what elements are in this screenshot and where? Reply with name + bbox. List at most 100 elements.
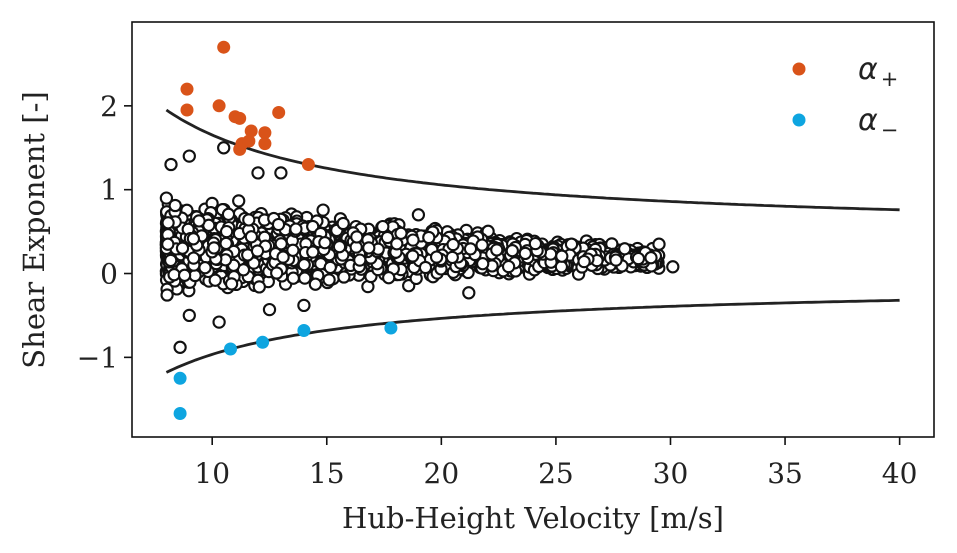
measurement-point — [445, 250, 459, 265]
measurement-point — [262, 302, 277, 317]
measurement-point — [490, 243, 504, 257]
x-tick-label: 15 — [309, 457, 345, 490]
legend-subscript: − — [881, 118, 899, 142]
measurement-point — [555, 249, 569, 263]
y-tick-label: 2 — [100, 90, 118, 123]
measurement-point — [198, 261, 212, 275]
outlier-points — [173, 40, 398, 420]
measurement-point — [429, 250, 444, 264]
measurement-point — [476, 257, 490, 271]
measurement-point — [446, 237, 460, 252]
bound-curves — [165, 108, 900, 374]
measurement-point — [186, 232, 201, 246]
alpha_minus-point — [297, 324, 311, 337]
y-axis-ticks: −1 0 1 2 — [77, 90, 132, 374]
legend-subscript: + — [881, 67, 899, 91]
x-tick-label: 10 — [194, 457, 230, 490]
measurement-point — [271, 217, 286, 232]
measurement-point — [186, 251, 201, 265]
alpha_plus-point — [301, 158, 315, 171]
x-tick-label: 40 — [882, 457, 918, 490]
x-tick-label: 35 — [767, 457, 803, 490]
measurement-point — [528, 236, 543, 251]
measurement-point — [336, 216, 350, 231]
alpha_minus-point — [173, 371, 187, 385]
measurement-point — [350, 230, 364, 244]
measurement-point — [164, 157, 178, 172]
measurement-point — [505, 244, 519, 258]
measurement-point — [208, 273, 222, 287]
measurement-point — [422, 230, 436, 245]
alpha_plus-point — [180, 103, 194, 117]
x-tick-label: 20 — [424, 457, 460, 490]
alpha_plus-point — [233, 111, 247, 125]
measurement-point — [207, 241, 221, 255]
measurement-point — [316, 203, 330, 217]
lower-bound-curve — [165, 298, 900, 374]
measurement-point — [244, 230, 259, 244]
measurement-point — [173, 340, 187, 354]
measurement-point — [618, 242, 632, 256]
alpha_plus-point — [242, 134, 256, 148]
measurement-point — [289, 222, 303, 236]
measurement-point — [306, 245, 320, 259]
measurement-point — [182, 308, 196, 323]
measurement-point — [666, 260, 680, 274]
measurement-point — [462, 286, 476, 300]
measurement-point — [390, 237, 404, 251]
measurement-point — [168, 198, 182, 213]
measurement-point — [219, 224, 234, 239]
alpha_minus-point — [224, 342, 237, 356]
alpha_plus-point — [272, 106, 286, 119]
x-tick-label: 25 — [538, 457, 574, 490]
alpha_minus-point — [384, 321, 398, 335]
measurement-point — [554, 260, 569, 274]
measurement-point — [274, 237, 288, 251]
measurement-point — [332, 240, 347, 254]
measurement-point — [631, 251, 646, 266]
measurement-point — [337, 270, 351, 284]
y-axis-label: Shear Exponent [-] — [17, 91, 51, 368]
alpha_plus-point — [180, 82, 194, 96]
measurement-point — [353, 253, 367, 267]
measurement-point — [652, 237, 666, 251]
measurement-cloud — [159, 141, 680, 354]
measurement-point — [212, 315, 226, 329]
measurement-point — [406, 249, 420, 263]
alpha_plus-point — [258, 126, 272, 140]
legend-marker — [792, 113, 806, 127]
measurement-point — [221, 207, 236, 221]
measurement-point — [274, 166, 288, 180]
alpha_minus-point — [173, 407, 187, 420]
measurement-point — [175, 241, 190, 255]
measurement-point — [164, 253, 178, 268]
alpha_minus-point — [256, 335, 270, 349]
alpha_plus-point — [212, 99, 226, 113]
x-axis-ticks: 10 15 20 25 30 35 40 — [194, 437, 917, 490]
measurement-point — [318, 236, 332, 250]
measurement-point — [577, 254, 591, 269]
measurement-point — [418, 260, 433, 275]
measurement-point — [224, 277, 239, 291]
measurement-point — [380, 230, 395, 245]
x-axis-label: Hub-Height Velocity [m/s] — [342, 501, 724, 535]
measurement-point — [161, 237, 175, 251]
measurement-point — [242, 213, 256, 227]
measurement-point — [406, 233, 420, 247]
measurement-point — [362, 241, 376, 255]
measurement-point — [270, 266, 284, 280]
measurement-point — [564, 237, 579, 251]
measurement-point — [250, 244, 265, 258]
measurement-point — [217, 141, 231, 155]
measurement-point — [232, 194, 246, 208]
x-tick-label: 30 — [653, 457, 689, 490]
plot-frame — [131, 21, 935, 438]
legend-marker — [792, 62, 806, 76]
measurement-point — [286, 271, 300, 285]
measurement-point — [286, 243, 300, 257]
measurement-point — [609, 253, 623, 267]
measurement-point — [192, 214, 206, 228]
alpha_plus-point — [217, 40, 231, 54]
alpha_plus-point — [258, 137, 272, 151]
